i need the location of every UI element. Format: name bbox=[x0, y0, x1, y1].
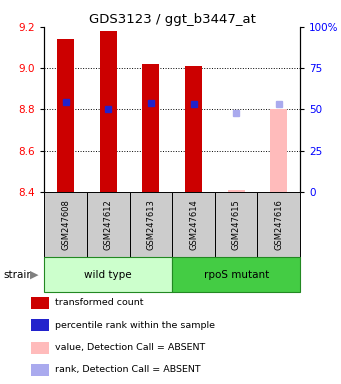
Bar bbox=[270, 109, 287, 192]
Text: ▶: ▶ bbox=[30, 270, 38, 280]
Text: rank, Detection Call = ABSENT: rank, Detection Call = ABSENT bbox=[55, 365, 200, 374]
Text: GSM247613: GSM247613 bbox=[146, 199, 155, 250]
Text: rpoS mutant: rpoS mutant bbox=[204, 270, 269, 280]
Text: strain: strain bbox=[3, 270, 33, 280]
Bar bbox=[31, 364, 49, 376]
Bar bbox=[31, 297, 49, 310]
Bar bbox=[31, 319, 49, 331]
Text: GSM247615: GSM247615 bbox=[232, 199, 241, 250]
Title: GDS3123 / ggt_b3447_at: GDS3123 / ggt_b3447_at bbox=[89, 13, 256, 26]
Bar bbox=[100, 31, 117, 192]
Bar bbox=[130, 192, 172, 257]
Text: percentile rank within the sample: percentile rank within the sample bbox=[55, 321, 214, 329]
Bar bbox=[57, 39, 74, 192]
Bar bbox=[215, 192, 257, 257]
Text: GSM247612: GSM247612 bbox=[104, 199, 113, 250]
Text: value, Detection Call = ABSENT: value, Detection Call = ABSENT bbox=[55, 343, 205, 352]
Text: GSM247614: GSM247614 bbox=[189, 199, 198, 250]
Text: wild type: wild type bbox=[85, 270, 132, 280]
Bar bbox=[172, 257, 300, 292]
Bar bbox=[228, 190, 245, 192]
Bar bbox=[143, 64, 160, 192]
Text: GSM247608: GSM247608 bbox=[61, 199, 70, 250]
Bar bbox=[185, 66, 202, 192]
Bar bbox=[87, 192, 130, 257]
Text: transformed count: transformed count bbox=[55, 298, 143, 308]
Bar bbox=[44, 192, 87, 257]
Bar bbox=[44, 257, 172, 292]
Bar bbox=[172, 192, 215, 257]
Bar bbox=[257, 192, 300, 257]
Text: GSM247616: GSM247616 bbox=[274, 199, 283, 250]
Bar bbox=[31, 342, 49, 354]
